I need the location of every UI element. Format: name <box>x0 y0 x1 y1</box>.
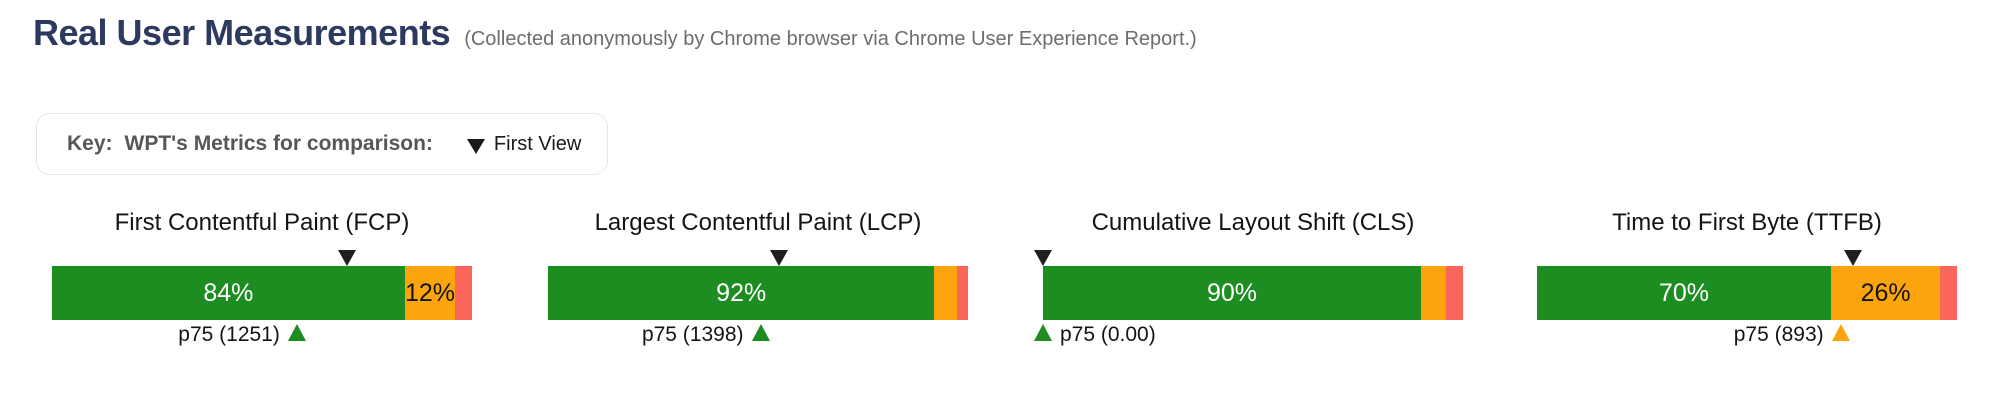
metric-title: Time to First Byte (TTFB) <box>1612 209 1882 236</box>
p75-marker-icon <box>751 324 770 341</box>
metric-ttfb: Time to First Byte (TTFB) 70% 26% p75 (8… <box>1537 205 1957 354</box>
page-subtitle: (Collected anonymously by Chrome browser… <box>464 28 1197 50</box>
p75-label: p75 (1398) <box>641 323 744 346</box>
p75-row: p75 (1251) <box>52 320 472 354</box>
segment-percent-label: 92% <box>716 278 767 307</box>
bar-segment-good: 90% <box>1043 266 1421 320</box>
metric-bar: 84% 12% <box>52 266 472 320</box>
p75-marker-icon <box>1034 324 1052 341</box>
p75-label: p75 (893) <box>1733 323 1824 346</box>
key-comparison-label: WPT's Metrics for comparison: <box>124 132 433 155</box>
bar-segment-poor <box>455 266 472 320</box>
wpt-marker-row <box>1034 241 1463 266</box>
p75-row: p75 (893) <box>1537 320 1957 354</box>
first-view-marker-icon <box>466 138 485 154</box>
segment-percent-label: 70% <box>1658 278 1710 307</box>
metric-title: Cumulative Layout Shift (CLS) <box>1091 209 1415 236</box>
key-label: Key: <box>67 132 113 155</box>
segment-percent-label: 12% <box>404 278 456 307</box>
p75-marker-icon <box>287 324 306 341</box>
wpt-first-view-marker-icon <box>337 250 356 266</box>
p75-label: p75 (0.00) <box>1060 323 1156 346</box>
metric-fcp: First Contentful Paint (FCP) 84% 12% p75… <box>52 205 472 354</box>
bar-segment-needs-improvement <box>1421 266 1447 320</box>
wpt-marker-row <box>52 241 472 266</box>
wpt-marker-row <box>548 241 968 266</box>
bar-segment-poor <box>957 266 968 320</box>
first-view-label: First View <box>493 132 582 155</box>
p75-row: p75 (1398) <box>548 320 968 354</box>
key-legend-box: Key: WPT's Metrics for comparison: First… <box>36 113 608 175</box>
bar-segment-poor <box>1940 266 1957 320</box>
segment-percent-label: 90% <box>1206 278 1258 307</box>
p75-row: p75 (0.00) <box>1034 320 1463 354</box>
p75-label: p75 (1251) <box>178 323 280 346</box>
metric-bar: 90% <box>1043 266 1463 320</box>
segment-percent-label: 84% <box>203 278 254 307</box>
wpt-first-view-marker-icon <box>1843 250 1862 266</box>
bar-segment-good: 84% <box>52 266 405 320</box>
segment-percent-label: 26% <box>1860 278 1911 307</box>
wpt-first-view-marker-icon <box>769 250 788 266</box>
bar-segment-poor <box>1446 266 1463 320</box>
metric-title: Largest Contentful Paint (LCP) <box>594 209 922 236</box>
p75-marker-icon <box>1831 324 1850 341</box>
bar-segment-needs-improvement: 26% <box>1831 266 1941 320</box>
header: Real User Measurements (Collected anonym… <box>33 12 1197 54</box>
metric-bar: 70% 26% <box>1537 266 1957 320</box>
bar-segment-good: 92% <box>548 266 935 320</box>
bar-segment-needs-improvement: 12% <box>404 266 456 320</box>
metric-cls: Cumulative Layout Shift (CLS) 90% p75 (0… <box>1034 205 1463 354</box>
page-title: Real User Measurements <box>33 12 451 53</box>
metric-bar: 92% <box>548 266 968 320</box>
bar-segment-needs-improvement <box>934 266 958 320</box>
wpt-marker-row <box>1537 241 1957 266</box>
bar-segment-good: 70% <box>1537 266 1831 320</box>
metric-lcp: Largest Contentful Paint (LCP) 92% p75 (… <box>548 205 968 354</box>
metric-title: First Contentful Paint (FCP) <box>114 209 410 236</box>
wpt-first-view-marker-icon <box>1034 250 1052 266</box>
